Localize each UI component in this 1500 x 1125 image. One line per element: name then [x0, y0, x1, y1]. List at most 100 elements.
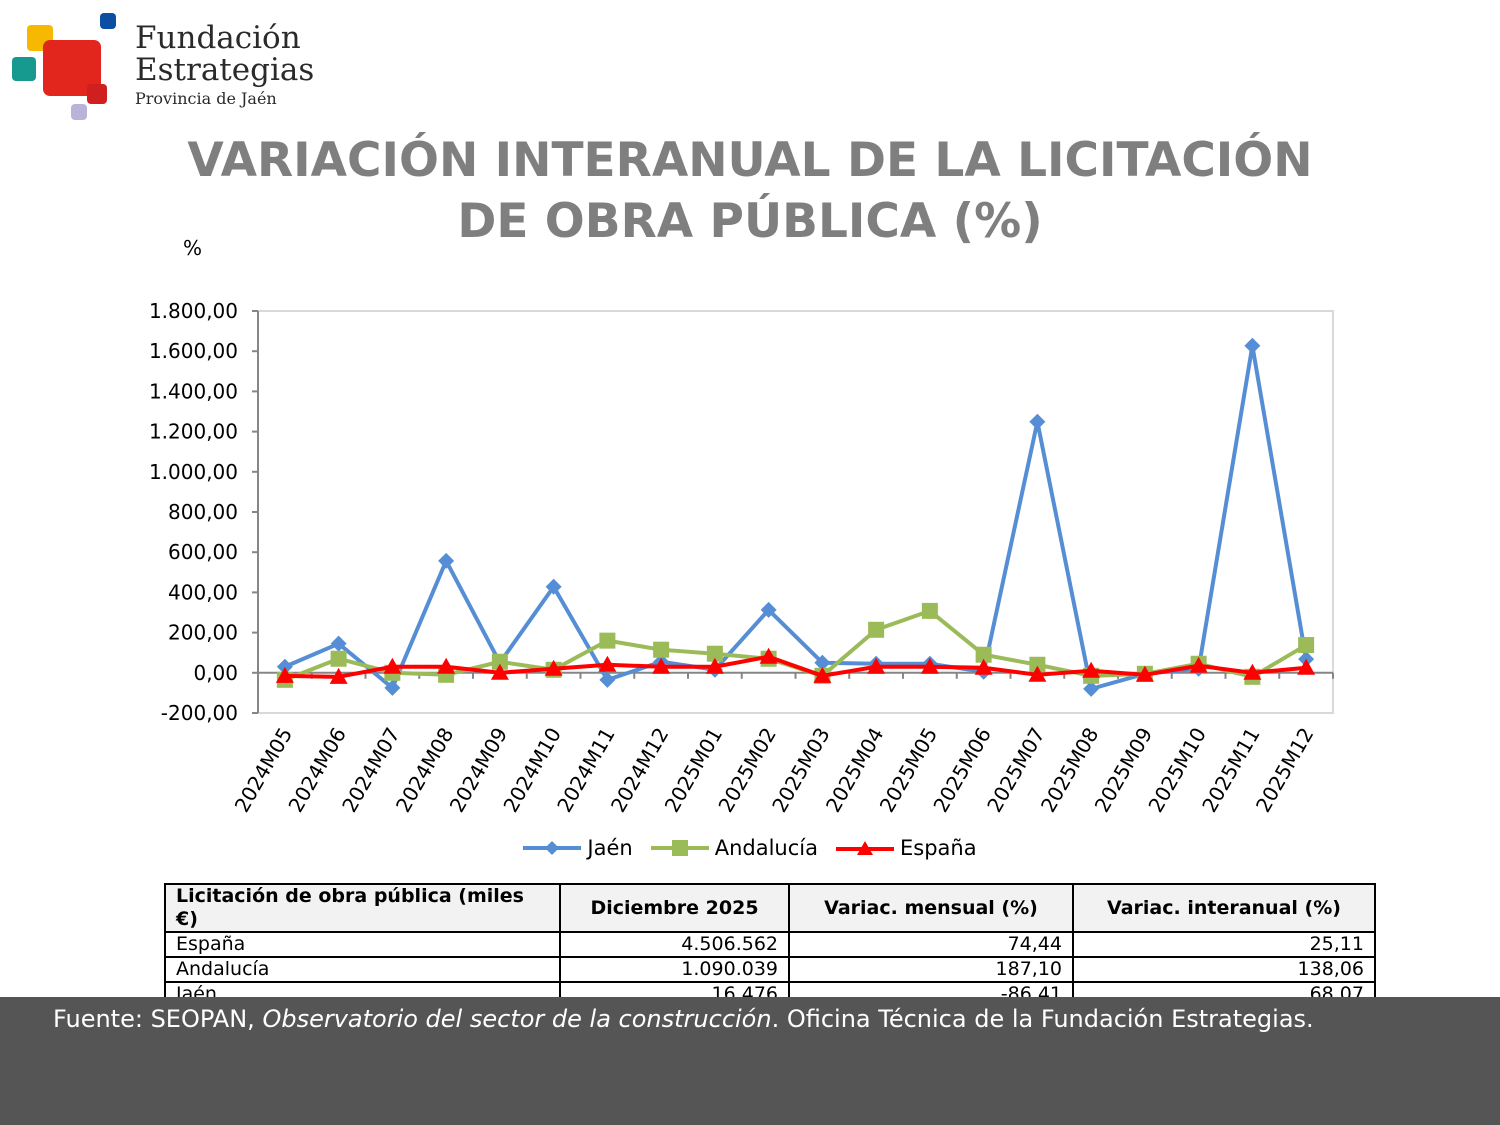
data-point [1244, 337, 1261, 354]
logo-square-teal [12, 57, 36, 81]
data-point [975, 646, 992, 663]
data-point [705, 657, 724, 674]
y-axis-label: % [183, 236, 203, 260]
legend-label: España [899, 836, 977, 860]
data-point [652, 657, 671, 674]
series-line-España [284, 654, 1307, 679]
table-header: Variac. interanual (%) [1072, 883, 1376, 933]
table-header: Licitación de obra pública (miles €) [164, 883, 561, 933]
y-tick-label: 200,00 [168, 621, 238, 645]
table-header: Diciembre 2025 [559, 883, 790, 933]
data-point [599, 632, 616, 649]
data-point [598, 655, 617, 672]
data-point [275, 666, 294, 683]
table-cell: Andalucía [164, 956, 561, 983]
data-point [276, 658, 293, 675]
data-point [1029, 413, 1046, 430]
table-row: Andalucía 1.090.039 187,10 138,06 [164, 956, 1376, 983]
title-line2: DE OBRA PÚBLICA (%) [457, 194, 1043, 249]
data-point [1297, 658, 1316, 675]
data-point [491, 653, 508, 670]
data-table: Licitación de obra pública (miles €) Dic… [164, 883, 1376, 1008]
y-tick-label: -200,00 [161, 701, 238, 725]
data-point [920, 657, 939, 674]
legend-marker-triangle-icon [835, 841, 894, 855]
table-cell: 4.506.562 [559, 931, 790, 958]
source-suffix: . Oficina Técnica de la Fundación Estrat… [771, 1005, 1314, 1033]
data-point [599, 671, 616, 688]
data-point [1029, 656, 1046, 673]
legend-item-andalucia: Andalucía [650, 836, 818, 860]
logo-line3: Provincia de Jaén [135, 89, 277, 108]
data-point [653, 641, 670, 658]
data-point [759, 647, 778, 664]
data-point [330, 635, 347, 652]
title-line1: VARIACIÓN INTERANUAL DE LA LICITACIÓN [187, 133, 1313, 188]
y-tick-label: 1.000,00 [149, 460, 238, 484]
y-tick-label: 400,00 [168, 580, 238, 604]
legend-label: Jaén [587, 836, 633, 860]
line-chart: 1.800,00 1.600,00 1.400,00 1.200,00 1.000,00… [149, 299, 1334, 816]
data-point [1243, 663, 1262, 680]
logo-square-red-small [87, 84, 107, 104]
y-tick-label: 1.200,00 [149, 420, 238, 444]
source-title: Observatorio del sector de la construcci… [262, 1005, 772, 1033]
table-cell: España [164, 931, 561, 958]
page-title: VARIACIÓN INTERANUAL DE LA LICITACIÓN DE… [0, 130, 1500, 252]
data-point [330, 650, 347, 667]
plot-area [257, 310, 1334, 714]
table-cell: 187,10 [788, 956, 1074, 983]
data-point [1028, 665, 1047, 682]
legend-item-espana: España [835, 836, 977, 860]
y-tick-label: 1.800,00 [149, 299, 238, 323]
data-point [490, 663, 509, 680]
series-line-Jaén [284, 343, 1309, 691]
logo: Fundación Estrategias Provincia de Jaén [0, 0, 320, 125]
legend: Jaén Andalucía España [0, 836, 1500, 860]
data-point [1083, 680, 1100, 697]
table-cell: 138,06 [1072, 956, 1376, 983]
data-point [438, 552, 455, 569]
legend-marker-diamond-icon [523, 841, 582, 855]
data-point [813, 666, 832, 683]
table-cell: 74,44 [788, 931, 1074, 958]
data-point [1082, 661, 1101, 678]
table-cell: 1.090.039 [559, 956, 790, 983]
data-point [544, 659, 563, 676]
legend-item-jaen: Jaén [523, 836, 633, 860]
data-point [383, 657, 402, 674]
data-point [329, 667, 348, 684]
table-header-row: Licitación de obra pública (miles €) Dic… [164, 883, 1376, 933]
source-prefix: Fuente: SEOPAN, [53, 1005, 263, 1033]
source-note: Fuente: SEOPAN, Observatorio del sector … [53, 1005, 1314, 1033]
data-point [437, 657, 456, 674]
y-tick-label: 1.400,00 [149, 379, 238, 403]
footer: Fuente: SEOPAN, Observatorio del sector … [0, 997, 1500, 1125]
table-row: España 4.506.562 74,44 25,11 [164, 931, 1376, 958]
legend-label: Andalucía [714, 836, 818, 860]
data-point [868, 621, 885, 638]
data-point [760, 601, 777, 618]
data-point [974, 658, 993, 675]
legend-marker-square-icon [650, 840, 709, 856]
series-line-Andalucía [284, 608, 1308, 682]
y-tick-label: 600,00 [168, 540, 238, 564]
logo-line2: Estrategias [135, 52, 315, 88]
data-point [1189, 656, 1208, 673]
y-tick-label: 1.600,00 [149, 339, 238, 363]
data-point [1135, 665, 1154, 682]
data-point [867, 657, 886, 674]
data-point [706, 645, 723, 662]
table-header: Variac. mensual (%) [788, 883, 1074, 933]
logo-line1: Fundación [135, 20, 301, 56]
y-tick-label: 0,00 [193, 661, 238, 685]
data-point [545, 578, 562, 595]
logo-square-blue [100, 13, 116, 29]
logo-square-lavender [71, 104, 87, 120]
table-cell: 25,11 [1072, 931, 1376, 958]
data-point [814, 654, 831, 671]
data-point [1298, 637, 1315, 654]
data-point [384, 679, 401, 696]
data-point [921, 602, 938, 619]
y-tick-label: 800,00 [168, 500, 238, 524]
